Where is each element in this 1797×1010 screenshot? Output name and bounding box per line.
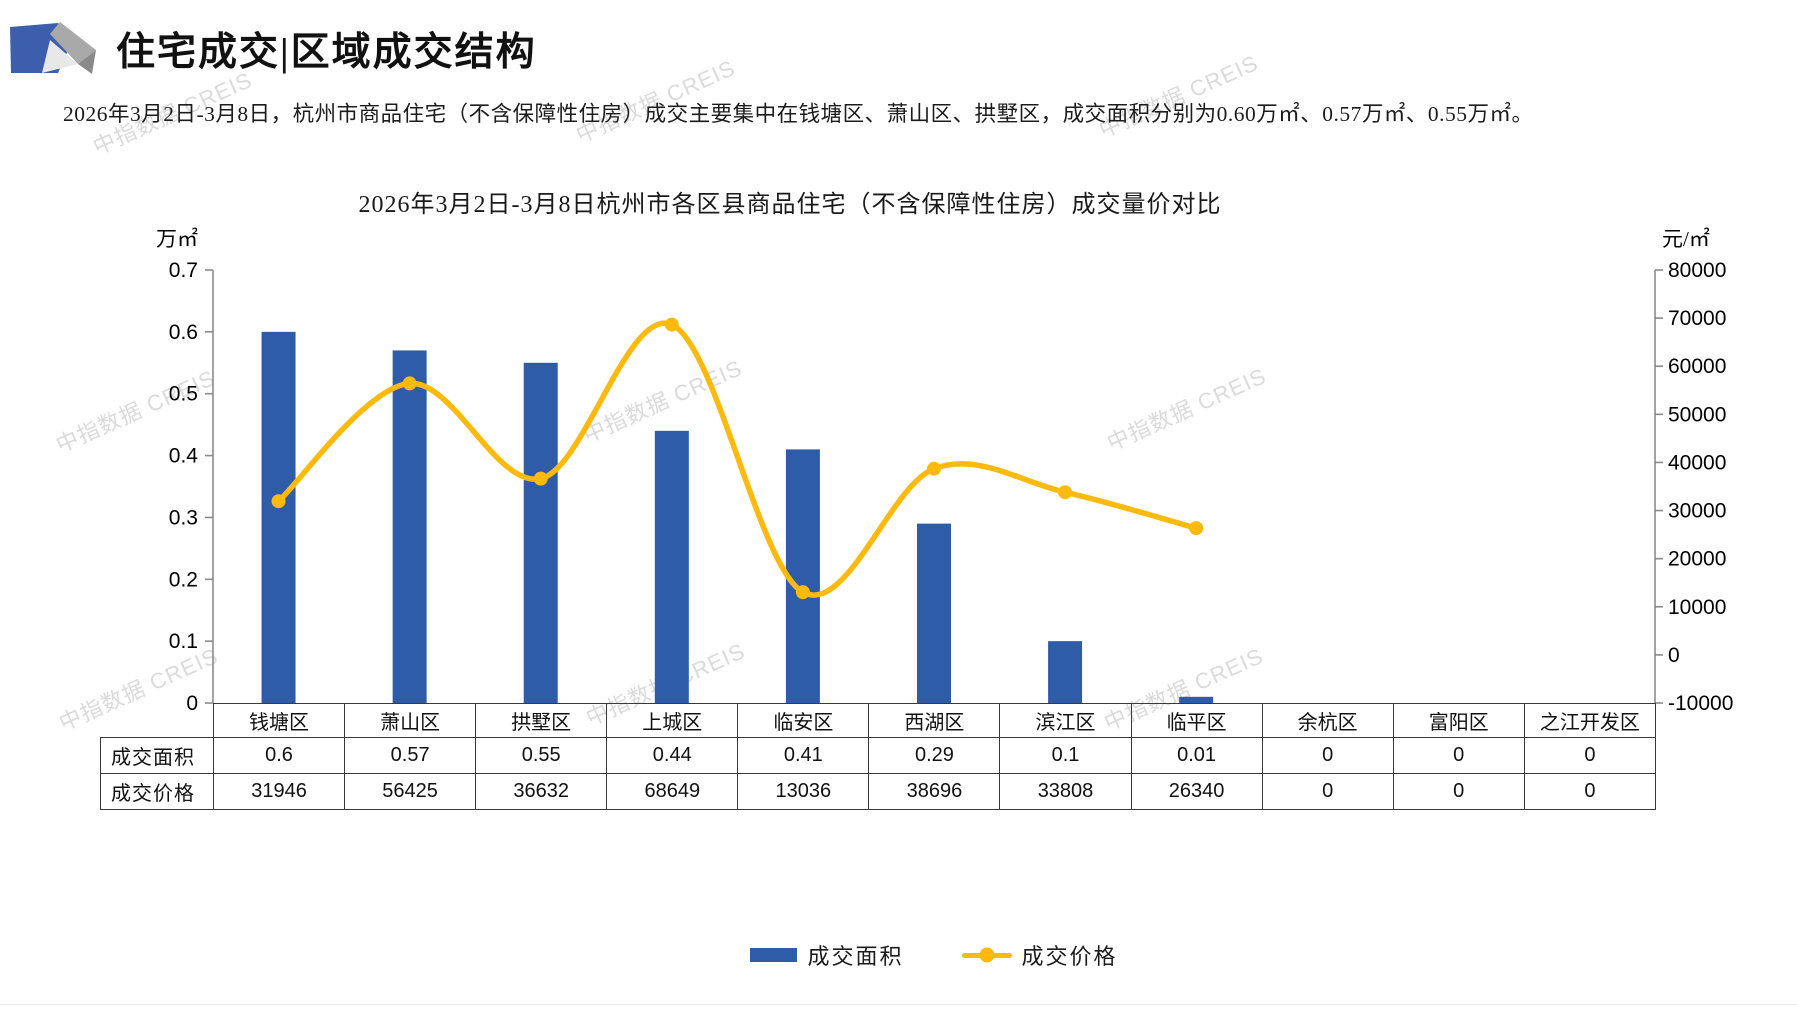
district-header-cell: 钱塘区 xyxy=(212,703,346,738)
bar xyxy=(917,523,951,703)
row-label-cell: 成交价格 xyxy=(100,773,214,810)
district-header-cell: 萧山区 xyxy=(344,703,477,738)
row-label-cell: 成交面积 xyxy=(100,737,214,774)
table-value-cell: 0 xyxy=(1261,773,1394,810)
creis-logo-icon xyxy=(10,22,96,74)
table-value-cell: 0 xyxy=(1523,773,1657,810)
left-axis-tick-label: 0.6 xyxy=(169,321,198,344)
page-title: 住宅成交|区域成交结构 xyxy=(116,31,537,74)
chart-data-table: 钱塘区 萧山区 拱墅区 上城区 临安区 西湖区 滨江区 临平区 余杭区 富阳区 之江开发区 成交面积 0… xyxy=(100,703,1657,810)
left-axis-tick-label: 0.1 xyxy=(169,630,198,653)
chart-legend: 成交面积 成交价格 xyxy=(213,939,1655,971)
district-header-cell: 拱墅区 xyxy=(475,703,608,738)
district-header-cell: 临安区 xyxy=(737,703,870,738)
line-point xyxy=(795,585,810,600)
bar xyxy=(654,430,689,703)
table-value-cell: 26340 xyxy=(1130,773,1263,810)
district-header-cell: 西湖区 xyxy=(868,703,1001,738)
line-point xyxy=(271,494,286,509)
right-axis-tick-label: 40000 xyxy=(1668,451,1726,474)
chart-title: 2026年3月2日-3月8日杭州市各区县商品住宅（不含保障性住房）成交量价对比 xyxy=(358,192,1222,218)
table-value-cell: 13036 xyxy=(737,773,870,810)
district-header-cell: 之江开发区 xyxy=(1523,703,1657,738)
left-axis-tick-label: 0.7 xyxy=(169,259,198,282)
table-corner-cell xyxy=(101,704,214,738)
bar-series-swatch-icon xyxy=(750,948,798,962)
table-value-cell: 0 xyxy=(1523,737,1657,774)
right-axis-tick-label: -10000 xyxy=(1668,692,1733,715)
bar xyxy=(1179,696,1214,703)
district-header-cell: 滨江区 xyxy=(999,703,1132,738)
table-value-cell: 56425 xyxy=(344,773,477,810)
table-value-cell: 0.1 xyxy=(999,737,1132,774)
left-axis-tick-label: 0.4 xyxy=(169,445,199,468)
page-header: 住宅成交|区域成交结构 xyxy=(8,20,537,78)
table-value-cell: 33808 xyxy=(999,773,1132,810)
table-value-cell: 0.44 xyxy=(606,737,739,774)
table-value-cell: 0 xyxy=(1261,737,1394,774)
right-axis-unit: 元/㎡ xyxy=(1662,227,1710,251)
bar xyxy=(785,449,820,703)
legend-label-area: 成交面积 xyxy=(807,944,904,969)
right-axis-tick-label: 30000 xyxy=(1668,500,1726,523)
bottom-divider xyxy=(0,1004,1797,1005)
legend-item-price: 成交价格 xyxy=(961,939,1118,971)
left-axis-unit: 万㎡ xyxy=(156,227,198,251)
table-value-cell: 0.6 xyxy=(212,737,346,774)
right-axis-tick-label: 20000 xyxy=(1668,548,1726,571)
district-header-cell: 余杭区 xyxy=(1261,703,1394,738)
table-row-price: 成交价格 31946 56425 36632 68649 13036 38696 33808 2… xyxy=(100,773,1657,810)
line-marker-icon xyxy=(979,947,994,963)
table-value-cell: 0.57 xyxy=(344,737,477,774)
table-value-cell: 0 xyxy=(1392,737,1525,774)
line-point xyxy=(1058,485,1073,500)
district-header-cell: 上城区 xyxy=(606,703,739,738)
line-point xyxy=(927,461,941,476)
left-axis-tick-label: 0.2 xyxy=(169,568,198,591)
table-row-categories: 钱塘区 萧山区 拱墅区 上城区 临安区 西湖区 滨江区 临平区 余杭区 富阳区 之江开发区 xyxy=(101,703,1657,738)
line-point xyxy=(402,376,417,391)
line-point xyxy=(1189,521,1204,536)
table-value-cell: 0 xyxy=(1392,773,1525,810)
table-value-cell: 0.01 xyxy=(1130,737,1263,774)
table-value-cell: 0.55 xyxy=(475,737,608,774)
bar xyxy=(1048,641,1083,703)
table-value-cell: 31946 xyxy=(212,773,346,810)
bar xyxy=(523,362,558,703)
line-point xyxy=(533,471,548,486)
table-value-cell: 38696 xyxy=(868,773,1001,810)
price-line xyxy=(275,320,1199,598)
left-axis-tick-label: 0.3 xyxy=(169,506,198,529)
line-series-swatch-icon xyxy=(961,947,1012,963)
right-axis-tick-label: 70000 xyxy=(1668,307,1726,330)
report-summary: 2026年3月2日-3月8日，杭州市商品住宅（不含保障性住房）成交主要集中在钱塘… xyxy=(63,102,1534,126)
right-axis-tick-label: 10000 xyxy=(1668,596,1726,619)
district-header-cell: 富阳区 xyxy=(1392,703,1525,738)
left-axis-tick-label: 0 xyxy=(186,692,198,715)
line-point xyxy=(664,317,679,332)
district-header-cell: 临平区 xyxy=(1130,703,1263,738)
table-value-cell: 68649 xyxy=(606,773,739,810)
table-value-cell: 0.29 xyxy=(868,737,1001,774)
legend-item-area: 成交面积 xyxy=(750,939,903,971)
legend-label-price: 成交价格 xyxy=(1021,944,1118,969)
table-row-area: 成交面积 0.6 0.57 0.55 0.44 0.41 0.29 0.1 0.01 0 0 0 xyxy=(100,737,1657,774)
table-value-cell: 0.41 xyxy=(737,737,870,774)
bar xyxy=(392,350,427,703)
right-axis-tick-label: 50000 xyxy=(1668,403,1726,426)
left-axis-tick-label: 0.5 xyxy=(169,383,198,406)
bar xyxy=(261,331,296,703)
chart-data-table-wrap: 钱塘区 萧山区 拱墅区 上城区 临安区 西湖区 滨江区 临平区 余杭区 富阳区 之江开发区 成交面积 0… xyxy=(100,703,1657,810)
right-axis-tick-label: 60000 xyxy=(1668,355,1726,378)
right-axis-tick-label: 0 xyxy=(1668,644,1680,667)
right-axis-tick-label: 80000 xyxy=(1668,259,1726,282)
table-value-cell: 36632 xyxy=(475,773,608,810)
